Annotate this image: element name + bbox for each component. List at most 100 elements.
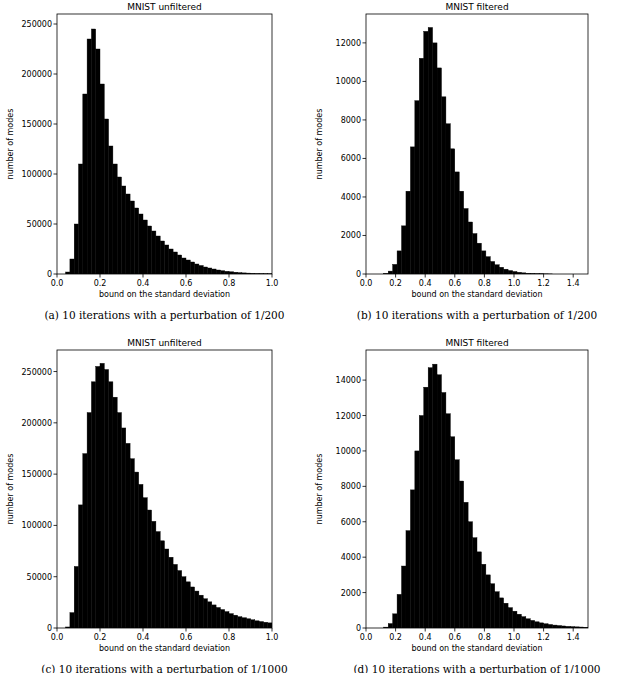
histogram-bar [388,624,392,628]
histogram-bar [388,271,392,274]
histogram-bar [216,270,220,274]
histogram-bar [393,264,397,274]
x-tick [366,628,367,632]
histogram-bar [397,251,401,274]
panel: 0.00.20.40.60.81.01.21.40200040006000800… [315,2,597,321]
bars [66,29,272,274]
histogram-bar [199,266,203,275]
histogram-bar [109,146,113,274]
y-tick-label: 150000 [21,120,52,129]
caption: (b) 10 iterations with a perturbation of… [357,309,597,321]
y-tick [54,576,58,577]
histogram-bar [263,622,267,628]
x-tick [229,628,230,632]
x-tick-label: 0.2 [389,633,402,642]
x-tick-label: 1.4 [567,633,580,642]
caption: (d) 10 iterations with a perturbation of… [353,663,600,673]
histogram-bar [464,209,468,274]
y-tick-label: 8000 [341,482,361,491]
x-axis-label: bound on the standard deviation [411,290,542,299]
histogram-bar [455,172,459,274]
figure: 0.00.20.40.60.81.00500001000001500002000… [0,0,640,673]
y-tick [363,628,367,629]
histogram-bar [190,262,194,274]
histogram-bar [113,397,117,628]
histogram-bar [246,619,250,628]
histogram-bar [83,454,87,628]
y-tick-label: 100000 [21,170,52,179]
histogram-bar [87,413,91,628]
y-tick [54,74,58,75]
y-tick [363,380,367,381]
histogram-bar [117,177,121,274]
y-axis-label: number of modes [315,454,324,525]
y-tick [363,274,367,275]
histogram-bar [486,257,490,274]
histogram-bar [182,258,186,274]
x-tick-label: 1.0 [508,279,521,288]
histogram-bar [134,208,138,274]
y-tick [363,486,367,487]
x-tick [514,628,515,632]
histogram-bar [100,84,104,274]
histogram-bar [446,124,450,274]
histogram-bar [203,267,207,274]
y-tick-label: 50000 [27,573,52,582]
x-tick [425,628,426,632]
y-tick [363,42,367,43]
histogram-bar [490,261,494,274]
x-tick-label: 0.0 [51,279,64,288]
histogram-bar [147,510,151,628]
x-tick [229,274,230,278]
x-tick-label: 0.0 [360,279,373,288]
histogram-bar [415,101,419,274]
histogram-bar [499,267,503,274]
x-tick-label: 0.0 [51,633,64,642]
histogram-bar [437,375,441,628]
y-tick-label: 200000 [21,70,52,79]
x-tick-label: 0.6 [448,279,461,288]
histogram-bar [410,147,414,274]
x-tick-label: 1.2 [537,279,550,288]
histogram-bar [468,522,472,628]
panel: 0.00.20.40.60.81.00500001000001500002000… [6,338,288,673]
y-tick [363,196,367,197]
histogram-bar [173,252,177,274]
histogram-bar [402,566,406,628]
x-tick [454,274,455,278]
histogram-bar [91,29,95,274]
histogram-bar [473,538,477,628]
plot-frame [366,350,588,628]
x-axis-label: bound on the standard deviation [411,644,542,653]
histogram-bar [91,382,95,628]
histogram-bar [459,191,463,274]
y-tick-label: 250000 [21,20,52,29]
x-tick [395,274,396,278]
y-tick [54,474,58,475]
histogram-bar [139,214,143,274]
histogram-bar [464,502,468,628]
y-tick [363,592,367,593]
y-axis-label: number of modes [315,109,324,180]
histogram-bar [548,624,552,628]
chart-title: MNIST filtered [445,2,508,12]
x-tick-label: 0.4 [137,279,150,288]
histogram-bar [450,149,454,274]
x-tick-label: 1.0 [508,633,521,642]
y-axis-label: number of modes [6,454,15,525]
x-tick [543,628,544,632]
histogram-bar [186,582,190,628]
histogram-bar [190,587,194,628]
y-tick-label: 12000 [336,39,361,48]
y-tick-label: 4000 [341,193,361,202]
histogram-bar [122,186,126,274]
y-tick [54,174,58,175]
panel: 0.00.20.40.60.81.00500001000001500002000… [6,2,284,321]
x-tick [57,628,58,632]
histogram-bar [259,622,263,628]
histogram-bar [229,614,233,628]
histogram-bar [433,43,437,274]
histogram-bar [477,243,481,274]
histogram-bar [208,602,212,628]
histogram-bar [468,222,472,274]
